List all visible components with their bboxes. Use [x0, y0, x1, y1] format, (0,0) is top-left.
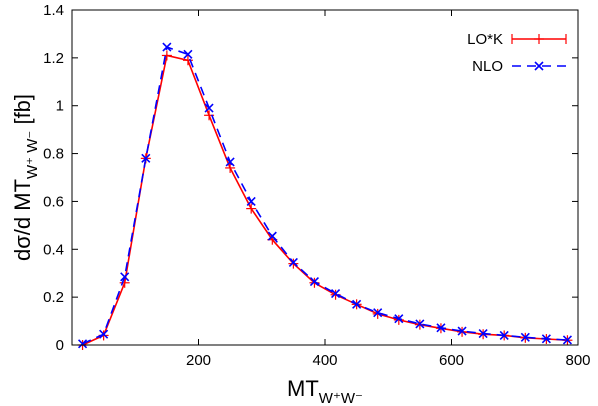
- y-tick-label: 0.2: [43, 289, 64, 306]
- data-point: [373, 308, 383, 318]
- data-point: [120, 272, 130, 282]
- series-layer: [77, 42, 573, 350]
- y-tick-label: 1: [56, 98, 64, 115]
- data-point: [246, 196, 256, 206]
- legend-sample-nlo: [512, 61, 566, 71]
- data-point: [183, 49, 193, 59]
- data-point: [541, 334, 551, 344]
- y-axis-title-prefix: dσ/d MT: [10, 179, 35, 261]
- x-axis-title: MTW⁺W⁻: [287, 376, 363, 406]
- series-line: [82, 54, 568, 346]
- x-axis-title-subscript: W⁺W⁻: [319, 390, 363, 406]
- data-point: [352, 299, 362, 309]
- y-axis-title-suffix: [fb]: [10, 94, 35, 131]
- data-point: [499, 330, 509, 340]
- series-lo-k: [77, 50, 573, 350]
- data-point: [562, 335, 573, 345]
- y-tick-label: 1.2: [43, 50, 64, 67]
- x-axis-title-base: MT: [287, 376, 319, 401]
- data-point: [436, 323, 446, 333]
- data-point: [288, 257, 298, 268]
- y-tick-label: 0.8: [43, 146, 64, 163]
- axis-ticks: 0 0.2 0.4 0.6 0.8 1 1.2 1.4 200 400 600 800: [43, 2, 590, 369]
- legend-sample-lo-k: [511, 34, 567, 44]
- data-point: [99, 329, 109, 339]
- data-point: [267, 231, 277, 241]
- series-line: [82, 46, 568, 345]
- data-point: [478, 328, 488, 339]
- data-point: [77, 339, 88, 349]
- data-point: [225, 157, 235, 167]
- data-point: [520, 332, 530, 342]
- data-point: [394, 314, 404, 324]
- data-point: [204, 103, 214, 113]
- legend-marker: [534, 61, 544, 71]
- x-tick-label: 400: [312, 352, 337, 369]
- legend-label-lo-k: LO*K: [467, 31, 503, 48]
- legend: LO*K NLO: [467, 31, 567, 75]
- data-point: [415, 319, 425, 329]
- x-tick-label: 800: [565, 352, 590, 369]
- data-point: [330, 288, 341, 299]
- data-point: [141, 153, 151, 163]
- series-nlo: [77, 42, 573, 349]
- y-tick-label: 0: [56, 337, 64, 354]
- y-axis-title-subscript: W⁺ W⁻: [24, 131, 41, 179]
- y-tick-label: 0.4: [43, 241, 64, 258]
- x-tick-label: 600: [439, 352, 464, 369]
- y-axis-title: dσ/d MTW⁺ W⁻ [fb]: [10, 94, 41, 261]
- y-tick-label: 0.6: [43, 193, 64, 210]
- x-tick-label: 200: [186, 352, 211, 369]
- data-point: [309, 277, 320, 287]
- data-point: [457, 326, 467, 336]
- legend-label-nlo: NLO: [472, 58, 503, 75]
- y-tick-label: 1.4: [43, 2, 64, 19]
- data-point: [162, 42, 172, 52]
